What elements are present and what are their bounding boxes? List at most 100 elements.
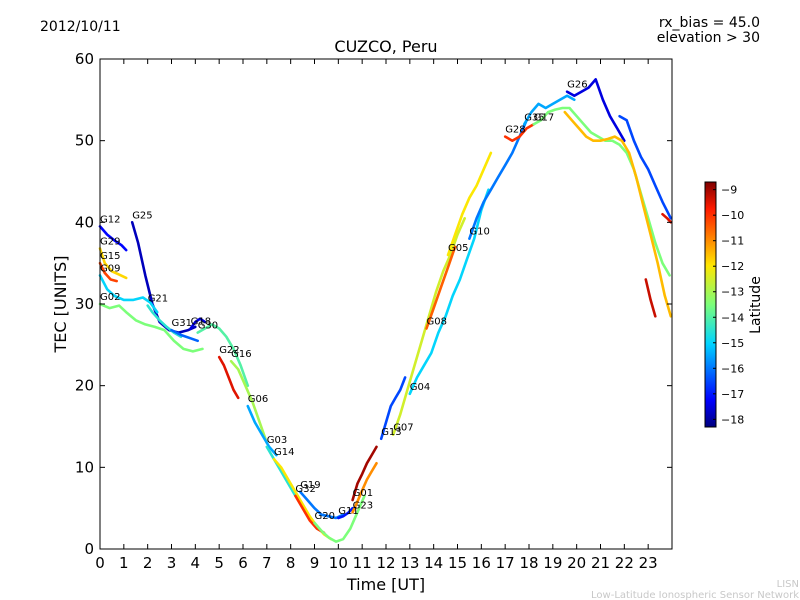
- y-tick-label: 40: [75, 213, 94, 231]
- series-label-g09: G09: [100, 263, 120, 274]
- chart-title: CUZCO, Peru: [334, 37, 437, 56]
- x-axis: 0 1 2 3 4 5 6 7 8 9 10 11 12 13 14 15 16 17 18 19 20 21 22 23: [95, 59, 658, 572]
- colorbar-tick-label: −17: [721, 388, 744, 401]
- series-line-g14: [272, 457, 333, 541]
- colorbar-ticks: −9 −10 −11 −12 −13 −14 −15 −16 −17 −18: [713, 184, 744, 426]
- series-line-g25: [130, 221, 197, 334]
- series-label-g30: G30: [198, 321, 218, 332]
- series-line-g06: [246, 404, 278, 457]
- series-label-g19: G19: [300, 480, 320, 491]
- y-tick-label: 50: [75, 132, 94, 150]
- y-tick-label: 20: [75, 377, 94, 395]
- series-line-g01: [351, 445, 378, 502]
- y-tick-label: 0: [84, 540, 94, 558]
- series-line-trace-31: [563, 110, 673, 318]
- x-tick-label: 13: [400, 554, 419, 572]
- series-label-g06: G06: [248, 394, 268, 405]
- series-label-g11: G11: [338, 506, 358, 517]
- lisn-logo-text: LISN: [777, 579, 799, 590]
- colorbar-label: Latitude: [748, 276, 764, 334]
- x-tick-label: 0: [95, 554, 105, 572]
- series-label-g08: G08: [427, 317, 447, 328]
- x-tick-label: 1: [119, 554, 129, 572]
- series-label-g18: G18: [191, 317, 211, 328]
- series-line-g16: [229, 359, 269, 445]
- colorbar-tick-label: −11: [721, 235, 744, 248]
- x-tick-label: 2: [143, 554, 153, 572]
- series-label-g01: G01: [353, 488, 373, 499]
- series-label-g32: G32: [295, 484, 315, 495]
- series-line-trace-32: [618, 114, 673, 220]
- series-label-g26: G26: [567, 80, 587, 91]
- series-label-g16: G16: [231, 349, 251, 360]
- series-label-g07: G07: [393, 423, 413, 434]
- x-axis-label: Time [UT]: [346, 575, 425, 594]
- series-line-g22: [217, 355, 240, 400]
- series-line-g15: [98, 261, 118, 283]
- x-tick-label: 17: [496, 554, 515, 572]
- date-label: 2012/10/11: [40, 19, 121, 35]
- series-label-g29: G29: [100, 237, 120, 248]
- series-line-g09: [98, 274, 159, 314]
- x-tick-label: 18: [519, 554, 538, 572]
- rx-bias-label: rx_bias = 45.0: [659, 15, 760, 31]
- elevation-label: elevation > 30: [657, 30, 760, 46]
- series-line-g03: [265, 445, 297, 498]
- y-axis: 0 10 20 30 40 50 60: [75, 50, 672, 558]
- series-line-g18: [189, 317, 207, 330]
- network-name: Low-Latitude Ionospheric Sensor Network: [591, 590, 799, 600]
- series-line-g29: [98, 247, 128, 280]
- y-axis-label: TEC [UNITS]: [51, 256, 70, 354]
- series-label-g25: G25: [132, 210, 152, 221]
- series-line-g23: [351, 462, 378, 514]
- colorbar-tick-label: −15: [721, 337, 744, 350]
- series-line-g17: [532, 106, 671, 277]
- series-line-trace-33: [644, 278, 657, 318]
- series-label-g05: G05: [448, 243, 468, 254]
- series-line-g28: [503, 123, 536, 142]
- x-tick-label: 12: [376, 554, 395, 572]
- x-tick-label: 4: [191, 554, 201, 572]
- series-label-g21: G21: [148, 294, 168, 305]
- series-line-g35: [522, 94, 576, 126]
- x-tick-label: 10: [329, 554, 348, 572]
- series-label-g15: G15: [100, 251, 120, 262]
- series-label-g03: G03: [267, 435, 287, 446]
- series-line-g13: [379, 376, 407, 441]
- y-tick-label: 10: [75, 458, 94, 476]
- colorbar: [704, 181, 717, 428]
- colorbar-tick-label: −10: [721, 209, 744, 222]
- series-label-g22: G22: [219, 345, 239, 356]
- x-tick-label: 22: [615, 554, 634, 572]
- series-line-g10: [468, 119, 528, 240]
- colorbar-tick-label: −13: [721, 286, 744, 299]
- x-tick-label: 15: [448, 554, 467, 572]
- colorbar-tick-label: −18: [721, 413, 744, 426]
- x-tick-label: 8: [286, 554, 296, 572]
- series-label-g13: G13: [381, 427, 401, 438]
- x-tick-label: 9: [310, 554, 320, 572]
- colorbar-tick-label: −16: [721, 362, 744, 375]
- series-label-g14: G14: [274, 447, 294, 458]
- y-tick-label: 30: [75, 295, 94, 313]
- colorbar-tick-label: −12: [721, 260, 744, 273]
- y-tick-label: 60: [75, 50, 94, 68]
- series-line-trace-34: [661, 212, 673, 224]
- x-tick-label: 7: [262, 554, 272, 572]
- series-label-g23: G23: [353, 500, 373, 511]
- series-label-g12: G12: [100, 214, 120, 225]
- series-label-g28: G28: [505, 125, 525, 136]
- x-tick-label: 5: [214, 554, 224, 572]
- series-line-g04: [408, 188, 490, 396]
- colorbar-tick-label: −9: [721, 184, 737, 197]
- x-tick-label: 14: [424, 554, 443, 572]
- series-label-g35: G35: [524, 112, 544, 123]
- x-tick-label: 6: [238, 554, 248, 572]
- x-tick-label: 16: [472, 554, 491, 572]
- series-line-g30: [196, 323, 250, 387]
- series-line-g26: [565, 78, 626, 142]
- x-tick-label: 20: [567, 554, 586, 572]
- series-line-g11: [337, 506, 354, 520]
- series-label-g10: G10: [469, 227, 489, 238]
